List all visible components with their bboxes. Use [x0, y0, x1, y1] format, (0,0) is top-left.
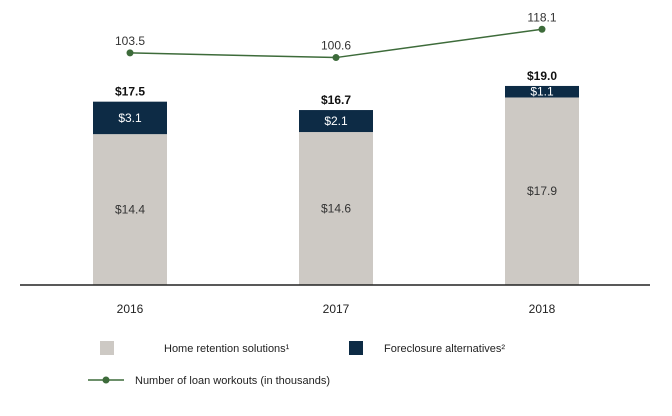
bar-segment-home-retention-2017 — [299, 132, 373, 285]
x-tick-label: 2018 — [529, 302, 556, 316]
bar-segment-label: $1.1 — [530, 85, 554, 99]
bar-segment-foreclosure-2018 — [505, 85, 579, 98]
bar-total-label: $16.7 — [321, 93, 351, 107]
legend-swatch-line-marker — [102, 376, 110, 384]
bar-total-label: $19.0 — [527, 69, 557, 83]
line-point — [538, 25, 546, 33]
bar-segment-foreclosure-2016 — [93, 101, 167, 135]
line-point-label: 103.5 — [115, 34, 145, 48]
legend-swatch-home-retention — [100, 341, 114, 355]
bar-segment-label: $14.6 — [321, 202, 351, 216]
bar-segment-label: $2.1 — [324, 114, 348, 128]
bars-layer: $14.4 $3.1 $17.5 $14.6 $2.1 $16.7 $17.9 $1.1 $19… — [93, 69, 579, 285]
bar-segment-label: $14.4 — [115, 203, 145, 217]
legend-swatch-foreclosure — [349, 341, 363, 355]
legend-label-foreclosure: Foreclosure alternatives² — [384, 343, 505, 355]
line-point — [126, 49, 134, 57]
line-point-label: 100.6 — [321, 39, 351, 53]
x-tick-labels: 2016 2017 2018 — [117, 302, 556, 316]
bar-segment-home-retention-2018 — [505, 97, 579, 285]
line-point — [332, 54, 340, 62]
bar-segment-home-retention-2016 — [93, 134, 167, 285]
legend: Home retention solutions¹ Foreclosure alt… — [88, 341, 505, 387]
line-layer: 103.5 100.6 118.1 — [115, 10, 557, 62]
bar-total-label: $17.5 — [115, 85, 145, 99]
bar-segment-foreclosure-2017 — [299, 110, 373, 133]
legend-label-loan-workouts: Number of loan workouts (in thousands) — [135, 375, 330, 387]
legend-label-home-retention: Home retention solutions¹ — [164, 343, 290, 355]
bar-segment-label: $17.9 — [527, 184, 557, 198]
x-tick-label: 2017 — [323, 302, 350, 316]
x-tick-label: 2016 — [117, 302, 144, 316]
line-point-label: 118.1 — [527, 10, 556, 24]
bar-segment-label: $3.1 — [118, 111, 142, 125]
